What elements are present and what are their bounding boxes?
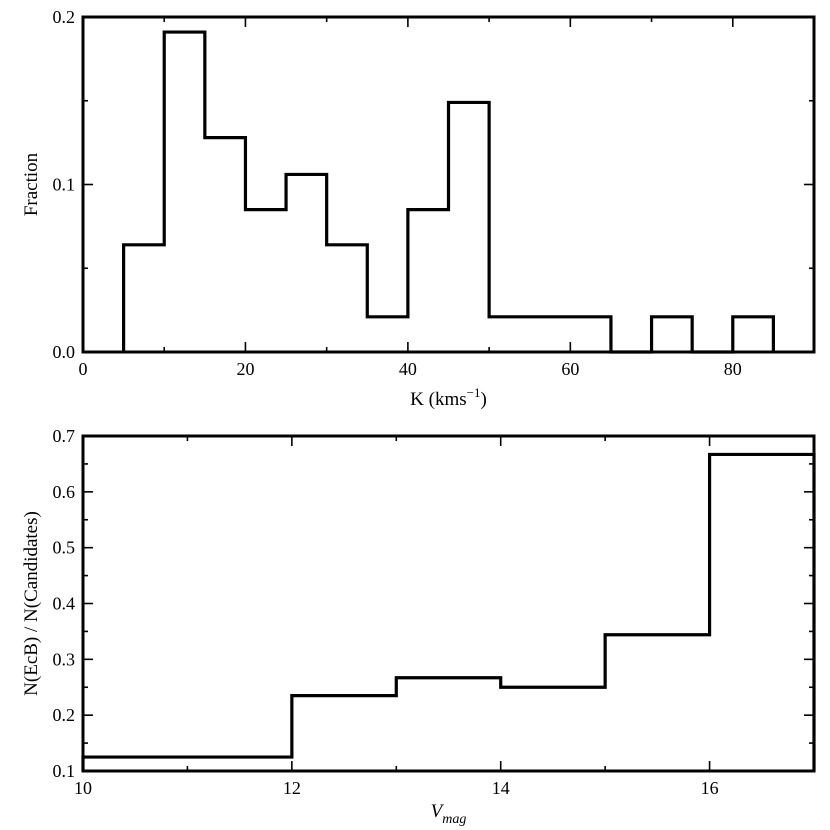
top-x-axis-label: K (kms−1) bbox=[410, 385, 487, 410]
bottom-x-axis-label: Vmag bbox=[431, 801, 467, 827]
bottom-y-tick-label: 0.5 bbox=[53, 538, 76, 558]
bottom-y-tick-label: 0.3 bbox=[53, 649, 76, 669]
bottom-y-tick-label: 0.6 bbox=[53, 482, 76, 502]
top-y-axis-label: Fraction bbox=[21, 152, 42, 216]
bottom-y-tick-label: 0.4 bbox=[53, 594, 76, 614]
ecb-ratio-histogram-panel: 10 12 14 16 0.1 0.2 0.3 0.4 0.5 0.6 0.7 Vmag N(EcB… bbox=[21, 426, 816, 827]
bottom-x-tick-label: 10 bbox=[74, 778, 92, 798]
ecb-ratio-histogram-line bbox=[81, 452, 816, 771]
bottom-tick-labels: 10 12 14 16 0.1 0.2 0.3 0.4 0.5 0.6 0.7 bbox=[53, 426, 719, 798]
bottom-x-tick-label: 14 bbox=[492, 778, 510, 798]
top-x-tick-label: 60 bbox=[561, 359, 579, 379]
bottom-y-tick-label: 0.2 bbox=[53, 705, 76, 725]
top-y-tick-label: 0.0 bbox=[53, 342, 76, 362]
bottom-plot-frame bbox=[81, 434, 816, 773]
top-plot-frame bbox=[81, 15, 816, 354]
top-x-tick-label: 40 bbox=[399, 359, 417, 379]
bottom-x-tick-label: 12 bbox=[283, 778, 301, 798]
k-fraction-histogram-panel: 0 20 40 60 80 0.0 0.1 0.2 K (kms−1) Fraction bbox=[21, 7, 816, 410]
top-x-tick-label: 0 bbox=[79, 359, 88, 379]
bottom-y-tick-label: 0.1 bbox=[53, 761, 76, 781]
bottom-axis-ticks bbox=[82, 435, 815, 772]
bottom-y-axis-label: N(EcB) / N(Candidates) bbox=[21, 511, 42, 696]
top-y-tick-label: 0.2 bbox=[53, 7, 76, 27]
top-y-tick-label: 0.1 bbox=[53, 175, 76, 195]
bottom-x-tick-label: 16 bbox=[701, 778, 719, 798]
bottom-y-tick-label: 0.7 bbox=[53, 426, 76, 446]
k-fraction-histogram-line bbox=[122, 30, 775, 354]
top-tick-labels: 0 20 40 60 80 0.0 0.1 0.2 bbox=[53, 7, 742, 379]
top-x-tick-label: 80 bbox=[724, 359, 742, 379]
top-x-tick-label: 20 bbox=[236, 359, 254, 379]
